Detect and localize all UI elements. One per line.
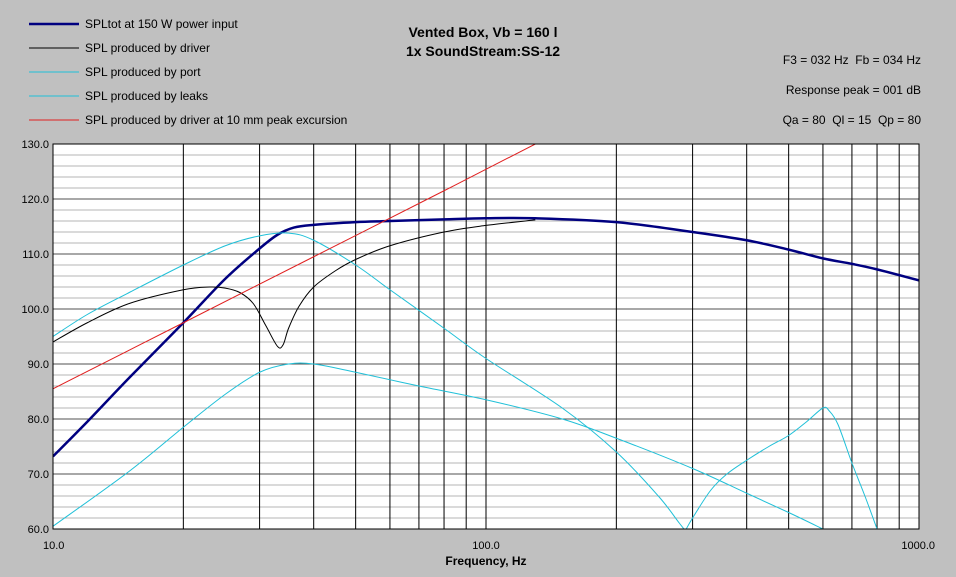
y-tick-labels: 60.0 70.0 80.0 90.0 100.0 110.0 120.0 130.0 xyxy=(21,139,49,536)
y-tick-label: 110.0 xyxy=(22,249,49,261)
x-axis-label: Frequency, Hz xyxy=(445,554,526,568)
x-tick-label: 10.0 xyxy=(43,540,64,552)
series-layer xyxy=(53,144,919,529)
series-spl-leaks xyxy=(53,362,824,529)
series-spl-total xyxy=(53,216,919,458)
y-tick-label: 90.0 xyxy=(28,359,49,371)
x-tick-labels: 10.0 100.0 1000.0 xyxy=(43,540,935,552)
info-f3-fb: F3 = 032 Hz Fb = 034 Hz xyxy=(783,53,921,67)
x-tick-label: 1000.0 xyxy=(901,540,935,552)
chart-title-line-2: 1x SoundStream:SS-12 xyxy=(406,43,560,59)
legend-label: SPL produced by driver xyxy=(85,41,210,55)
legend-label: SPL produced by leaks xyxy=(85,89,208,103)
series-spl-port xyxy=(53,232,685,529)
x-tick-label: 100.0 xyxy=(472,540,500,552)
grid-lines xyxy=(52,143,920,530)
y-tick-label: 60.0 xyxy=(28,524,49,536)
series-spl-driver xyxy=(53,219,536,349)
plot-frame xyxy=(52,143,920,530)
chart-title-line-1: Vented Box, Vb = 160 l xyxy=(408,24,557,40)
y-tick-label: 80.0 xyxy=(28,414,49,426)
info-q-values: Qa = 80 Ql = 15 Qp = 80 xyxy=(783,113,922,127)
series-spl-excursion-limit xyxy=(53,144,536,390)
info-response-peak: Response peak = 001 dB xyxy=(786,83,921,97)
y-tick-label: 120.0 xyxy=(21,194,49,206)
legend-label: SPL produced by driver at 10 mm peak exc… xyxy=(85,113,347,127)
y-tick-label: 130.0 xyxy=(21,139,49,151)
series-spl-leaks-rise xyxy=(685,406,878,529)
y-tick-label: 100.0 xyxy=(21,304,49,316)
y-tick-label: 70.0 xyxy=(28,469,49,481)
legend: SPLtot at 150 W power input SPL produced … xyxy=(29,17,347,127)
legend-label: SPLtot at 150 W power input xyxy=(85,17,238,31)
legend-label: SPL produced by port xyxy=(85,65,201,79)
